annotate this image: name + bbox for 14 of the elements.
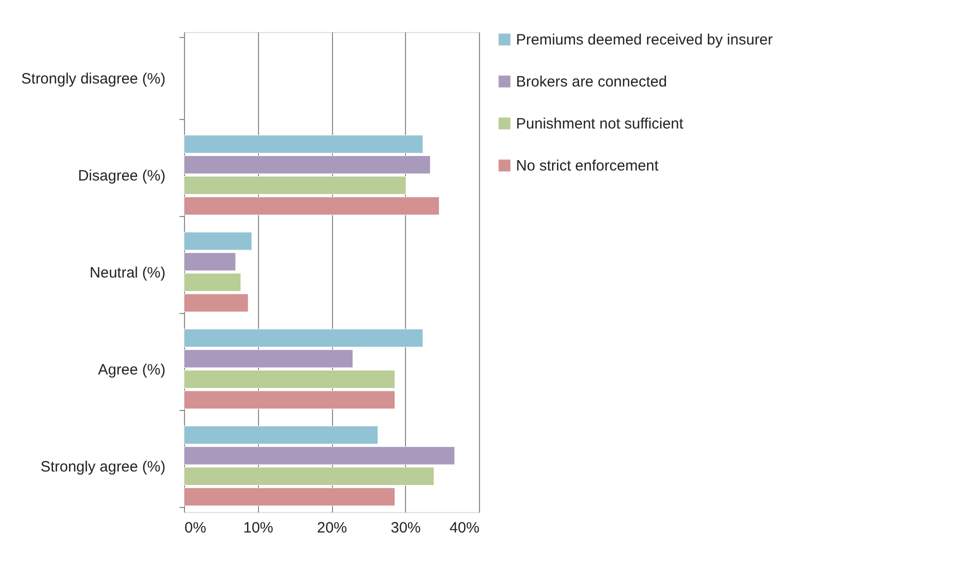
y-tick-label: Neutral (%) [90,264,166,282]
legend-label: No strict enforcement [516,158,660,174]
legend-label: Brokers are connected [516,74,667,90]
y-tick-label: Strongly agree (%) [40,458,166,476]
x-tick-label: 40% [449,520,480,536]
x-tick-label: 30% [390,520,421,536]
legend-label: Punishment not sufficient [516,116,684,132]
x-tick-label: 10% [243,520,274,536]
x-tick-label: 20% [316,520,348,536]
y-tick-label: Agree (%) [98,361,166,378]
legend-label: Premiums deemed received by insurer [516,32,773,48]
y-tick-label: Strongly disagree (%) [21,70,166,88]
y-tick-label: Disagree (%) [78,168,166,185]
x-tick-label: 0% [184,520,206,536]
